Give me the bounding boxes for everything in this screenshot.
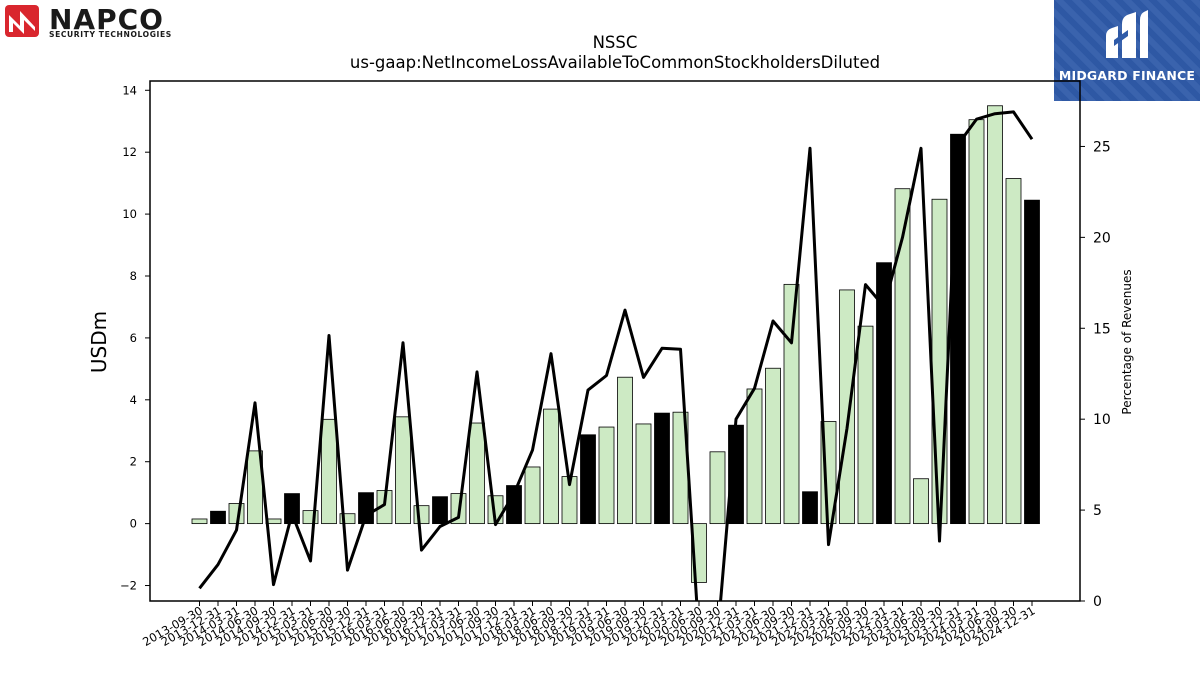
y2-tick-label: 10 [1093,412,1111,428]
y2-tick-label: 5 [1093,503,1102,519]
bar-2020-09-30 [709,451,726,525]
chart-title: NSSC [593,33,638,52]
bar-2017-06-30 [469,422,485,525]
bar-2021-03-31 [746,388,763,525]
bar-2024-12-31 [1024,199,1040,525]
y-tick-label: −2 [120,579,137,593]
bar-2023-12-31 [950,133,966,525]
bar-2021-09-30 [783,283,800,525]
y2-tick-label: 25 [1093,139,1111,155]
bar-2016-09-30 [413,505,430,525]
midgard-finance-logo: MIDGARD FINANCE [1054,0,1200,101]
y-tick-label: 14 [122,83,137,97]
bar-2019-03-31 [598,426,615,525]
bar-2015-06-30 [321,418,337,525]
bar-2015-12-31 [358,492,374,525]
y2-tick-label: 15 [1093,321,1111,337]
bar-2022-12-31 [876,262,892,525]
bar-2024-09-30 [1005,178,1022,525]
y-tick-label: 10 [122,207,137,221]
bar-2015-09-30 [339,513,356,525]
napco-mark-icon [5,5,39,37]
bar-2021-06-30 [765,367,781,525]
bar-2022-06-30 [839,289,855,525]
bar-2023-06-30 [913,478,929,525]
bar-2016-03-31 [376,490,393,525]
bar-2018-12-31 [580,434,596,525]
y-tick-label: 8 [130,269,137,283]
midgard-finance-wordmark: MIDGARD FINANCE [1058,68,1196,83]
y-tick-label: 2 [130,455,137,469]
bar-2016-06-30 [395,416,411,525]
bar-2018-03-31 [524,466,541,525]
y-tick-label: 4 [130,393,137,407]
bar-2019-12-31 [654,412,670,525]
bar-2019-09-30 [635,423,652,525]
napco-tagline: SECURITY TECHNOLOGIES [49,30,172,39]
bar-2016-12-31 [432,496,448,525]
bar-2019-06-30 [617,376,633,525]
bar-2013-12-31 [210,510,226,525]
bar-2023-09-30 [931,198,948,525]
plot-area: −20246810121405101520252013-09-302013-12… [120,80,1111,649]
bar-2024-06-30 [987,105,1003,525]
bar-2023-03-31 [894,188,911,525]
y-tick-label: 0 [130,517,137,531]
napco-wordmark: NAPCO [49,3,164,36]
bar-2014-12-31 [284,493,300,525]
y-tick-label: 12 [122,145,137,159]
bar-2018-06-30 [543,408,559,525]
bar-2022-09-30 [857,325,874,525]
series-line-percentage-of-revenues [198,110,1034,601]
napco-logo: NAPCO SECURITY TECHNOLOGIES [5,3,210,40]
y2-axis-label: Percentage of Revenues [1120,269,1134,414]
bar-2013-09-30 [191,518,208,525]
y-tick-label: 6 [130,331,137,345]
y2-tick-label: 0 [1093,594,1102,610]
chart-subtitle: us-gaap:NetIncomeLossAvailableToCommonSt… [350,53,880,72]
midgard-mark-icon [1106,10,1148,58]
y2-tick-label: 20 [1093,230,1111,246]
y-axis-label: USDm [87,311,111,373]
bar-2021-12-31 [802,491,818,525]
bar-2024-03-31 [968,119,985,525]
plot-frame [149,80,1081,602]
